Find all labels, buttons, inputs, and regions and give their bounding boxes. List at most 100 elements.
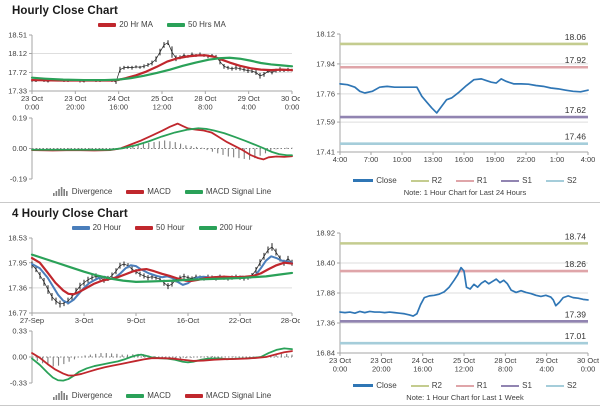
legend-item-r1: R1 [455,381,487,390]
svg-text:18.53: 18.53 [8,234,27,243]
svg-text:17.01: 17.01 [565,331,587,341]
legend-item-macd-signal-line: MACD Signal Line [184,391,271,400]
divergence-bars-icon [52,187,68,196]
legend-item-close: Close [353,381,397,390]
svg-text:16.84: 16.84 [316,349,335,358]
svg-text:17.59: 17.59 [316,118,335,127]
four-hourly-right-column: 18.92 18.40 17.88 17.36 16.84 23 Oct 0:00 23 Oc… [300,203,600,405]
svg-text:16:00: 16:00 [413,365,432,374]
legend-item-r2: R2 [410,176,442,185]
legend-item-200-hour: 200 Hour [198,223,253,232]
series-line-icon [126,393,145,398]
legend-item-macd: MACD [126,391,171,400]
svg-text:17.36: 17.36 [8,283,27,292]
svg-text:16:00: 16:00 [109,103,128,112]
svg-text:28 Oct: 28 Oct [194,94,217,103]
legend-item-label: S2 [566,381,577,390]
legend-item-r2: R2 [410,381,442,390]
svg-text:0.00: 0.00 [12,353,27,362]
svg-text:23 Oct: 23 Oct [21,94,44,103]
series-line-icon [501,384,520,387]
series-line-icon [184,393,203,398]
hourly-price-legend: 20 Hr MA 50 Hrs MA [32,18,292,31]
legend-item-label: MACD [147,391,171,400]
svg-text:18.26: 18.26 [565,259,587,269]
hourly-levels-chart: 18.12 17.94 17.76 17.59 17.414:00 7:00 10:00 13… [316,30,595,164]
legend-item-20-hr-ma: 20 Hr MA [98,20,153,29]
svg-text:28-Oct: 28-Oct [281,316,300,325]
svg-text:0.33: 0.33 [12,327,27,336]
hourly-left-column: Hourly Close Chart 20 Hr MA 50 Hrs MA 18.… [0,0,300,202]
svg-text:30 Oct: 30 Oct [577,356,600,365]
svg-text:8:00: 8:00 [198,103,213,112]
legend-item-label: 20 Hour [92,223,122,232]
legend-item-label: MACD [147,187,171,196]
legend-item-label: S2 [566,176,577,185]
svg-text:17.88: 17.88 [316,289,335,298]
svg-text:18.06: 18.06 [565,32,587,42]
series-line-icon [545,179,564,182]
svg-text:17.62: 17.62 [565,105,587,115]
legend-item-r1: R1 [455,176,488,185]
legend-item-50-hrs-ma: 50 Hrs MA [167,20,226,29]
svg-text:7:00: 7:00 [364,155,379,164]
legend-item-50-hour: 50 Hour [135,223,185,232]
legend-item-macd: MACD [126,187,171,196]
legend-item-label: R2 [431,176,442,185]
hourly-section: Hourly Close Chart 20 Hr MA 50 Hrs MA 18.… [0,0,600,203]
svg-text:-0.33: -0.33 [10,379,27,388]
svg-text:4:00: 4:00 [539,365,554,374]
hourly-macd-legend: Divergence MACD MACD Signal Line [32,185,292,198]
series-line-icon [353,384,374,387]
hourly-note: Note: 1 Hour Chart for Last 24 Hours [403,188,527,197]
svg-text:0:00: 0:00 [25,103,40,112]
series-line-icon [135,225,154,230]
series-line-icon [98,22,117,27]
four-hourly-chart-title: 4 Hourly Close Chart [12,208,128,220]
svg-text:4:00: 4:00 [333,155,348,164]
svg-text:28 Oct: 28 Oct [494,356,517,365]
series-line-icon [455,384,474,387]
svg-text:0.19: 0.19 [12,114,27,123]
svg-text:17.33: 17.33 [8,87,27,96]
legend-item-macd-signal-line: MACD Signal Line [184,187,271,196]
legend-item-divergence: Divergence [52,187,113,196]
svg-text:17.94: 17.94 [316,60,335,69]
legend-item-label: R2 [431,381,442,390]
svg-text:24 Oct: 24 Oct [108,94,131,103]
series-line-icon [455,179,474,182]
svg-text:9-Oct: 9-Oct [127,316,146,325]
svg-text:17.41: 17.41 [316,148,335,157]
svg-text:30 Oct: 30 Oct [281,94,300,103]
svg-text:17.76: 17.76 [316,89,335,98]
legend-item-label: S1 [522,381,532,390]
svg-text:18.12: 18.12 [8,49,27,58]
svg-text:10:00: 10:00 [393,155,412,164]
series-line-icon [410,179,429,182]
legend-item-label: R1 [476,176,488,185]
hourly-right-column: 18.12 17.94 17.76 17.59 17.41 4:00 7:00 10:00 13… [300,0,600,202]
svg-text:22:00: 22:00 [517,155,536,164]
series-line-icon [126,189,145,194]
series-line-icon [198,225,217,230]
svg-text:13:00: 13:00 [424,155,443,164]
legend-item-label: S1 [522,176,532,185]
legend-item-s2: S2 [545,381,577,390]
legend-item-label: Divergence [71,187,113,196]
legend-item-s1: S1 [501,176,532,185]
legend-item-label: 50 Hrs MA [188,20,226,29]
legend-item-20-hour: 20 Hour [71,223,122,232]
svg-text:16:00: 16:00 [455,155,474,164]
svg-text:17.46: 17.46 [565,132,587,142]
svg-text:17.39: 17.39 [565,309,587,319]
svg-text:25 Oct: 25 Oct [151,94,174,103]
svg-text:29 Oct: 29 Oct [536,356,559,365]
four-hourly-price-legend: 20 Hour 50 Hour 200 Hour [32,221,292,234]
svg-text:18.12: 18.12 [316,30,335,39]
legend-item-s1: S1 [501,381,532,390]
svg-text:19:00: 19:00 [486,155,505,164]
series-line-icon [71,225,90,230]
legend-item-label: 200 Hour [219,223,253,232]
